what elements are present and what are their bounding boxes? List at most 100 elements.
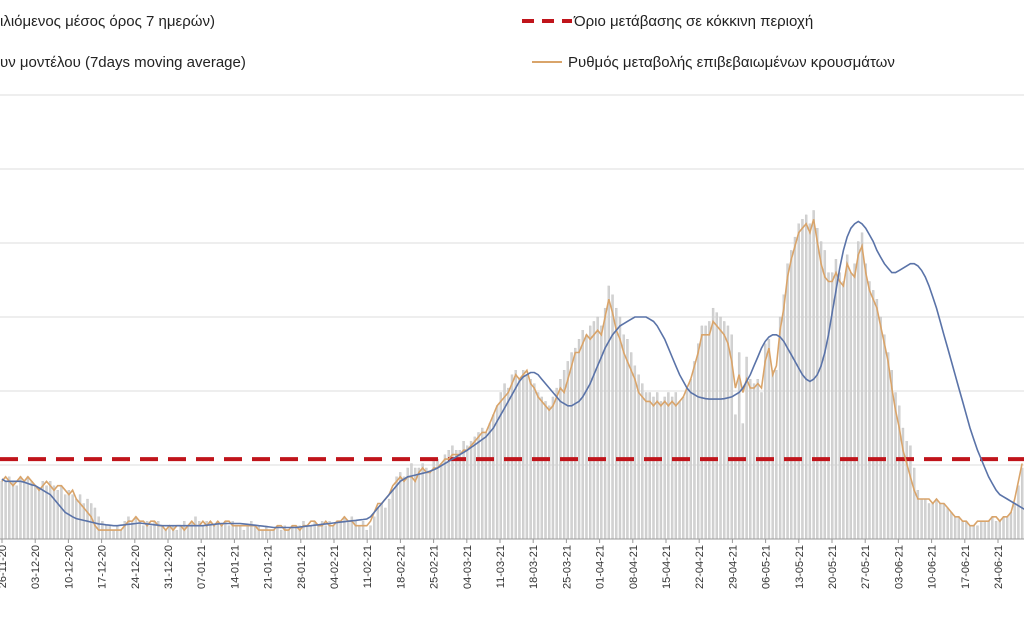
bar <box>309 525 313 540</box>
bar <box>886 352 890 540</box>
x-axis-ticks: 26-11-20 03-12-20 10-12-20 17-12-20 24-12-20… <box>0 539 1005 589</box>
bar <box>365 529 368 540</box>
x-tick-label: 17-06-21 <box>960 545 972 589</box>
bar <box>1013 503 1016 540</box>
bar <box>268 529 272 540</box>
bar <box>194 516 197 540</box>
bar <box>905 441 908 540</box>
bar <box>782 294 785 540</box>
bar <box>942 503 946 540</box>
bar <box>626 339 629 540</box>
bar <box>220 525 223 540</box>
bars <box>0 210 1024 540</box>
x-tick-label: 15-04-21 <box>661 545 673 589</box>
bar <box>849 272 853 540</box>
bar <box>912 467 916 540</box>
bar <box>939 503 942 540</box>
x-tick-label: 07-01-21 <box>196 545 208 589</box>
x-tick-label: 14-01-21 <box>229 545 241 589</box>
x-tick-label: 21-01-21 <box>263 545 275 589</box>
x-tick-label: 08-04-21 <box>628 545 640 589</box>
bar <box>998 521 1001 540</box>
bar <box>656 392 659 540</box>
bar <box>812 210 815 540</box>
bar <box>682 396 685 540</box>
bar <box>421 463 424 540</box>
bar <box>417 467 421 540</box>
bar <box>838 272 841 540</box>
x-tick-label: 18-03-21 <box>528 545 540 589</box>
bar <box>577 339 581 540</box>
bar <box>603 307 607 540</box>
bar <box>287 529 290 540</box>
x-tick-label: 13-05-21 <box>794 545 806 589</box>
bar <box>633 365 637 540</box>
bar <box>265 525 268 540</box>
bar <box>376 507 380 540</box>
bar <box>0 481 4 540</box>
bar <box>1006 516 1009 540</box>
bar <box>570 352 573 540</box>
x-tick-label: 04-03-21 <box>462 545 474 589</box>
bar <box>872 290 875 540</box>
bar <box>440 463 443 540</box>
bar <box>1009 512 1013 540</box>
bar <box>317 525 320 540</box>
bar <box>37 490 41 540</box>
bar <box>1002 516 1005 540</box>
bar <box>142 525 145 540</box>
bar <box>931 503 934 540</box>
x-tick-label: 17-12-20 <box>97 545 109 589</box>
bar <box>823 250 826 540</box>
bar <box>693 361 696 540</box>
bar <box>201 525 205 540</box>
bar <box>52 485 56 540</box>
bar <box>525 374 529 540</box>
bar <box>484 432 488 540</box>
bar <box>473 436 476 540</box>
bar <box>458 450 462 540</box>
bar <box>983 521 987 540</box>
bar <box>339 521 342 540</box>
bar <box>607 285 610 540</box>
x-tick-label: 24-06-21 <box>993 545 1005 589</box>
bar <box>447 450 450 540</box>
x-tick-label: 11-02-21 <box>362 545 374 588</box>
rate-series-line <box>1 219 1023 532</box>
bar <box>436 458 439 540</box>
bar <box>875 299 879 540</box>
bar <box>980 521 983 540</box>
bar <box>488 423 491 540</box>
bar <box>927 503 931 540</box>
bar <box>689 379 692 540</box>
bar <box>346 521 350 540</box>
bar <box>685 387 689 540</box>
bar <box>920 498 923 540</box>
bar <box>548 405 551 540</box>
bar <box>659 401 663 540</box>
bar <box>26 476 30 540</box>
bar <box>335 521 339 540</box>
x-tick-label: 01-04-21 <box>595 545 607 589</box>
bar <box>734 414 737 540</box>
bar <box>134 516 138 540</box>
x-tick-label: 06-05-21 <box>761 545 773 589</box>
bar <box>481 427 484 540</box>
bar <box>637 374 640 540</box>
bar <box>313 521 316 540</box>
bar <box>950 512 953 540</box>
bar <box>466 445 469 540</box>
x-tick-label: 28-01-21 <box>296 545 308 589</box>
legend-label-1: ιλιόμενος μέσος όρος 7 ημερών) <box>0 13 215 30</box>
bar <box>8 476 11 540</box>
bar <box>994 521 998 540</box>
bar <box>49 481 52 540</box>
x-tick-label: 27-05-21 <box>860 545 872 589</box>
bar <box>667 392 670 540</box>
bar <box>793 236 797 540</box>
x-tick-label: 31-12-20 <box>163 545 175 589</box>
bar <box>574 347 577 540</box>
bar <box>1017 485 1020 540</box>
bar <box>652 396 655 540</box>
